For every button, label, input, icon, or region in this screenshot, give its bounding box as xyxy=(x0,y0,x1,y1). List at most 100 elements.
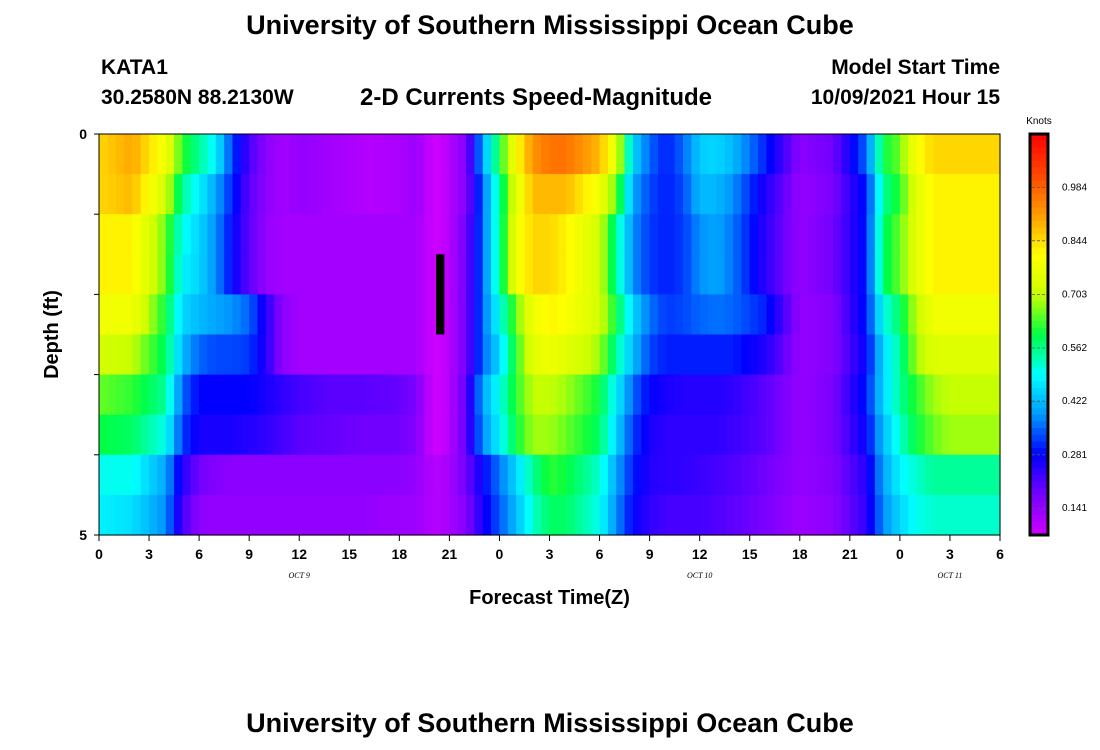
heatmap-cell xyxy=(190,254,200,295)
heatmap-cell xyxy=(299,214,309,255)
heatmap-cell xyxy=(532,254,542,295)
heatmap-cell xyxy=(132,294,142,336)
heatmap-cell xyxy=(441,294,450,336)
heatmap-cell xyxy=(899,294,909,336)
heatmap-cell xyxy=(741,494,751,536)
heatmap-cell xyxy=(899,334,909,376)
heatmap-cell xyxy=(824,494,834,536)
heatmap-cell xyxy=(749,174,759,215)
heatmap-cell xyxy=(282,214,292,255)
heatmap-cell xyxy=(841,294,851,336)
heatmap-cell xyxy=(457,174,467,215)
heatmap-cell xyxy=(457,334,467,376)
heatmap-cell xyxy=(766,134,776,175)
heatmap-cell xyxy=(466,334,476,376)
heatmap-cell xyxy=(157,494,167,536)
heatmap-cell xyxy=(140,374,150,416)
heatmap-cell xyxy=(949,134,959,175)
heatmap-cell xyxy=(224,174,234,215)
heatmap-cell xyxy=(466,494,476,536)
heatmap-cell xyxy=(833,174,843,215)
heatmap-cell xyxy=(741,214,751,255)
x-tick-label: 6 xyxy=(596,546,604,562)
heatmap-cell xyxy=(591,334,601,376)
heatmap-cell xyxy=(407,494,417,536)
heatmap-cell xyxy=(182,174,192,215)
heatmap-cell xyxy=(891,174,901,215)
heatmap-cell xyxy=(791,294,801,336)
heatmap-cell xyxy=(791,334,801,376)
heatmap-cell xyxy=(107,254,117,295)
heatmap-cell xyxy=(107,214,117,255)
heatmap-cell xyxy=(641,214,651,255)
heatmap-cell xyxy=(816,414,826,456)
heatmap-cell xyxy=(416,214,425,255)
colorbar-segment xyxy=(1030,334,1048,342)
heatmap-cell xyxy=(641,454,651,496)
heatmap-cell xyxy=(249,374,259,416)
colorbar-segment xyxy=(1030,521,1048,529)
heatmap-cell xyxy=(524,214,534,255)
heatmap-cell xyxy=(332,294,342,336)
heatmap-cell xyxy=(883,214,893,255)
heatmap-cell xyxy=(290,454,300,496)
colorbar-tick-label: 0.984 xyxy=(1062,183,1087,194)
heatmap-cell xyxy=(374,334,384,376)
heatmap-cell xyxy=(516,254,526,295)
heatmap-cell xyxy=(833,134,843,175)
heatmap-cell xyxy=(332,454,342,496)
heatmap-cell xyxy=(399,254,409,295)
heatmap-cell xyxy=(382,294,392,336)
heatmap-cell xyxy=(666,254,676,295)
heatmap-cell xyxy=(833,334,843,376)
heatmap-cell xyxy=(532,214,542,255)
heatmap-cell xyxy=(215,494,225,536)
heatmap-cell xyxy=(132,214,142,255)
heatmap-cell xyxy=(841,134,851,175)
heatmap-cell xyxy=(516,334,526,376)
heatmap-cell xyxy=(357,214,367,255)
colorbar-segment xyxy=(1030,194,1048,202)
colorbar-segment xyxy=(1030,481,1048,489)
colorbar-segment xyxy=(1030,508,1048,516)
heatmap-cell xyxy=(849,214,859,255)
heatmap-cell xyxy=(499,334,509,376)
heatmap-cell xyxy=(624,214,634,255)
heatmap-cell xyxy=(799,134,809,175)
heatmap-cell xyxy=(716,454,726,496)
heatmap-cell xyxy=(974,494,984,536)
heatmap-cell xyxy=(474,414,484,456)
heatmap-cell xyxy=(190,334,200,376)
heatmap-cell xyxy=(866,214,876,255)
heatmap-cell xyxy=(649,254,659,295)
heatmap-cell xyxy=(149,334,158,376)
heatmap-cell xyxy=(466,454,476,496)
heatmap-cell xyxy=(474,454,484,496)
heatmap-cell xyxy=(758,454,767,496)
heatmap-cell xyxy=(824,134,834,175)
heatmap-cell xyxy=(799,174,809,215)
heatmap-cell xyxy=(599,494,609,536)
heatmap-cell xyxy=(290,134,300,175)
heatmap-cell xyxy=(432,134,442,175)
heatmap-cell xyxy=(674,214,684,255)
heatmap-cell xyxy=(182,374,192,416)
heatmap-cell xyxy=(265,294,275,336)
heatmap-cell xyxy=(299,134,309,175)
heatmap-cell xyxy=(349,494,359,536)
heatmap-cell xyxy=(582,294,592,336)
heatmap-cell xyxy=(949,414,959,456)
heatmap-cell xyxy=(224,254,234,295)
heatmap-cell xyxy=(908,454,918,496)
heatmap-cell xyxy=(733,494,742,536)
heatmap-cell xyxy=(783,454,793,496)
heatmap-cell xyxy=(324,214,334,255)
heatmap-cell xyxy=(407,454,417,496)
heatmap-cell xyxy=(874,414,884,456)
heatmap-cell xyxy=(340,214,350,255)
heatmap-cell xyxy=(708,374,717,416)
heatmap-cell xyxy=(624,414,634,456)
heatmap-cell xyxy=(749,134,759,175)
heatmap-cell xyxy=(224,494,234,536)
heatmap-cell xyxy=(190,374,200,416)
